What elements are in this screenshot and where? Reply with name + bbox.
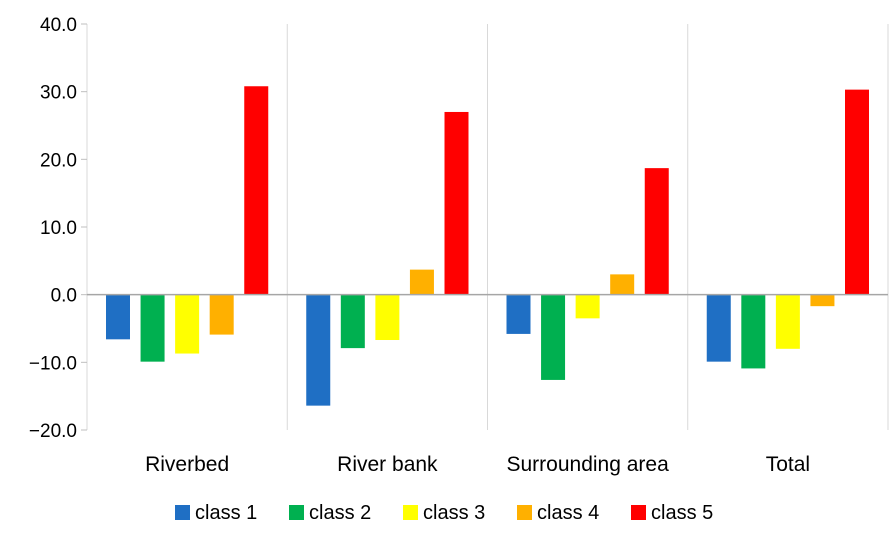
bar-class-5: [644, 168, 669, 295]
x-tick-label: Surrounding area: [506, 453, 669, 476]
bar-class-3: [175, 294, 200, 354]
y-tick-label: 40.0: [40, 15, 77, 36]
y-tick-label: 0.0: [51, 286, 77, 307]
x-tick-label: Riverbed: [145, 453, 229, 476]
bar-class-2: [741, 294, 766, 369]
bar-class-1: [106, 294, 130, 340]
y-tick-label: −10.0: [29, 353, 77, 374]
y-tick-label: 30.0: [40, 83, 77, 104]
bar-class-2: [340, 294, 365, 349]
bar-class-4: [810, 294, 835, 307]
bar-class-3: [775, 294, 800, 349]
y-tick-label: −20.0: [29, 421, 77, 442]
x-tick-label: Total: [766, 453, 810, 476]
bar-class-3: [375, 294, 400, 341]
bar-class-5: [444, 111, 469, 295]
legend-label: class 1: [195, 502, 257, 524]
bar-class-1: [706, 294, 731, 362]
legend-label: class 5: [651, 502, 713, 524]
legend-label: class 4: [537, 502, 599, 524]
bar-class-4: [409, 269, 434, 295]
bar-class-2: [541, 294, 566, 380]
bar-class-5: [244, 86, 269, 295]
legend-swatch: [517, 505, 532, 520]
legend-swatch: [175, 505, 190, 520]
bar-class-2: [140, 294, 165, 362]
y-tick-label: 20.0: [40, 150, 77, 171]
x-tick-label: River bank: [337, 453, 438, 476]
bar-class-3: [575, 294, 600, 319]
legend-swatch: [289, 505, 304, 520]
bar-class-4: [610, 274, 635, 295]
bar-class-4: [209, 294, 234, 335]
legend-label: class 3: [423, 502, 485, 524]
legend-swatch: [631, 505, 646, 520]
legend-swatch: [403, 505, 418, 520]
bar-class-1: [506, 294, 531, 334]
bar-class-5: [845, 89, 869, 295]
bar-class-1: [306, 294, 331, 406]
legend-label: class 2: [309, 502, 371, 524]
y-tick-label: 10.0: [40, 218, 77, 239]
